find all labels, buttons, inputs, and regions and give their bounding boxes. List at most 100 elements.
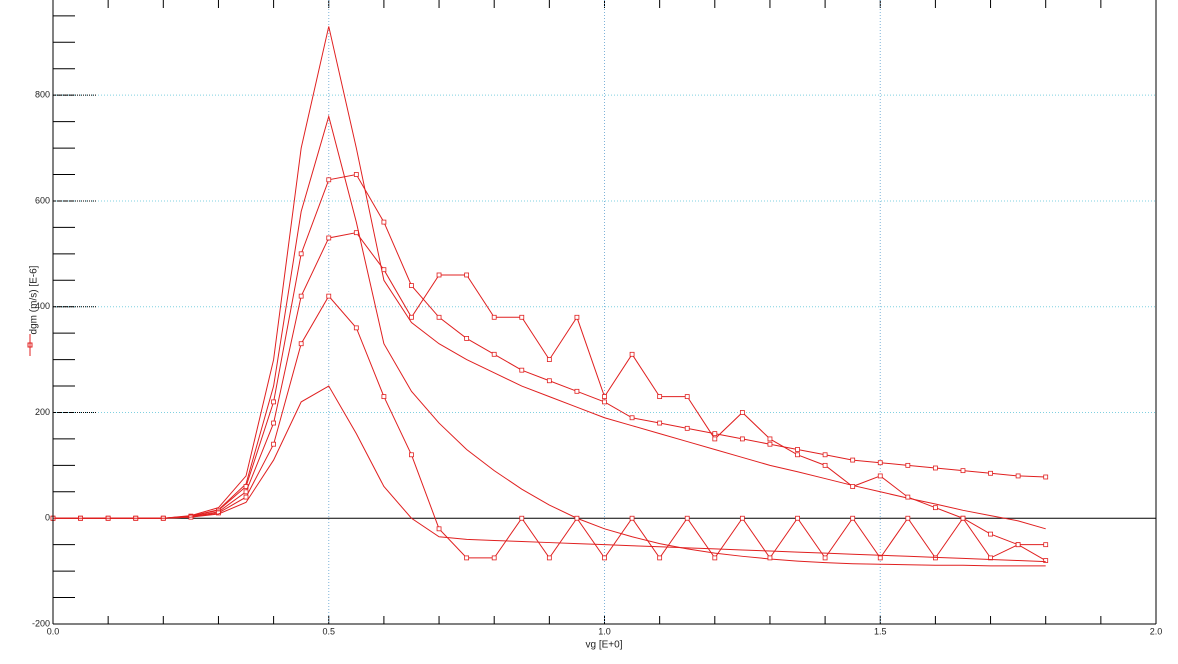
point-marker: [850, 515, 856, 521]
point-marker: [409, 283, 414, 288]
point-marker: [684, 425, 690, 431]
point-marker: [822, 452, 828, 458]
legend-symbol: [27, 334, 33, 356]
point-marker: [464, 555, 470, 561]
point-marker: [574, 515, 580, 521]
series-line: [53, 26, 1046, 530]
point-marker: [574, 388, 580, 394]
point-marker: [933, 465, 938, 471]
y-tick-label: 600: [35, 195, 50, 205]
point-marker: [436, 314, 442, 320]
point-marker: [298, 251, 304, 257]
x-axis-title: vg [E+0]: [586, 640, 623, 651]
x-tick-label: 0.5: [322, 626, 335, 636]
y-tick-label: 0: [45, 513, 50, 523]
point-marker: [491, 314, 497, 320]
point-marker: [657, 420, 663, 426]
point-marker: [1043, 474, 1049, 480]
point-marker: [546, 378, 552, 384]
y-tick-label: 400: [35, 301, 50, 311]
point-marker: [353, 230, 359, 236]
point-marker: [712, 436, 718, 442]
point-marker: [602, 399, 607, 405]
point-marker: [822, 462, 828, 468]
point-marker: [657, 555, 663, 561]
point-marker: [1015, 473, 1021, 479]
point-marker: [519, 367, 525, 373]
point-marker: [767, 441, 773, 447]
point-marker: [877, 555, 883, 561]
point-marker: [326, 235, 332, 241]
point-marker: [271, 441, 277, 447]
point-marker: [712, 431, 718, 437]
point-marker: [491, 351, 497, 357]
point-marker: [905, 494, 911, 500]
point-marker: [988, 470, 993, 476]
point-marker: [381, 219, 387, 225]
point-marker: [602, 394, 607, 400]
point-marker: [326, 177, 332, 183]
point-marker: [739, 410, 745, 415]
point-marker: [739, 515, 745, 521]
point-marker: [795, 452, 800, 458]
y-tick-label: 800: [35, 90, 50, 100]
point-marker: [298, 341, 304, 347]
point-marker: [381, 394, 387, 400]
point-marker: [1043, 558, 1049, 563]
point-marker: [436, 272, 442, 278]
y-axis-title: dgm (m/s) [E-6]: [29, 265, 40, 334]
point-marker: [243, 494, 249, 500]
point-marker: [409, 452, 414, 458]
point-marker: [877, 473, 883, 479]
point-marker: [712, 555, 718, 561]
point-marker: [795, 515, 800, 521]
point-marker: [271, 420, 277, 426]
y-tick-label: -200: [32, 618, 50, 628]
point-marker: [326, 293, 332, 299]
point-marker: [298, 293, 304, 299]
y-tick-label: 200: [35, 407, 50, 417]
point-marker: [271, 399, 277, 405]
point-marker: [243, 489, 249, 495]
point-marker: [546, 555, 552, 561]
x-tick-label: 0.0: [47, 626, 60, 636]
point-marker: [960, 468, 966, 474]
point-marker: [1015, 542, 1021, 548]
point-marker: [491, 555, 497, 561]
point-marker: [602, 555, 607, 561]
point-marker: [519, 314, 525, 320]
point-marker: [684, 394, 690, 400]
point-marker: [822, 555, 828, 561]
x-tick-label: 2.0: [1150, 626, 1163, 636]
point-marker: [519, 515, 525, 521]
point-marker: [657, 394, 663, 400]
point-marker: [988, 531, 993, 537]
point-marker: [767, 436, 773, 442]
point-marker: [629, 415, 635, 421]
point-marker: [546, 357, 552, 362]
point-marker: [381, 267, 387, 273]
x-tick-label: 1.0: [598, 626, 611, 636]
point-marker: [464, 336, 470, 341]
point-marker: [464, 272, 470, 278]
point-marker: [684, 515, 690, 521]
point-marker: [933, 505, 938, 511]
point-marker: [905, 515, 911, 521]
point-marker: [795, 447, 800, 452]
point-marker: [1043, 542, 1049, 548]
x-tick-label: 1.5: [874, 626, 887, 636]
series-line: [53, 385, 1046, 563]
point-marker: [436, 526, 442, 532]
point-marker: [629, 351, 635, 357]
point-marker: [850, 484, 856, 489]
point-marker: [960, 515, 966, 521]
point-marker: [574, 314, 580, 320]
point-marker: [353, 172, 359, 177]
point-marker: [739, 436, 745, 442]
point-marker: [767, 555, 773, 561]
point-marker: [409, 314, 414, 320]
point-marker: [629, 515, 635, 521]
point-marker: [877, 460, 883, 466]
